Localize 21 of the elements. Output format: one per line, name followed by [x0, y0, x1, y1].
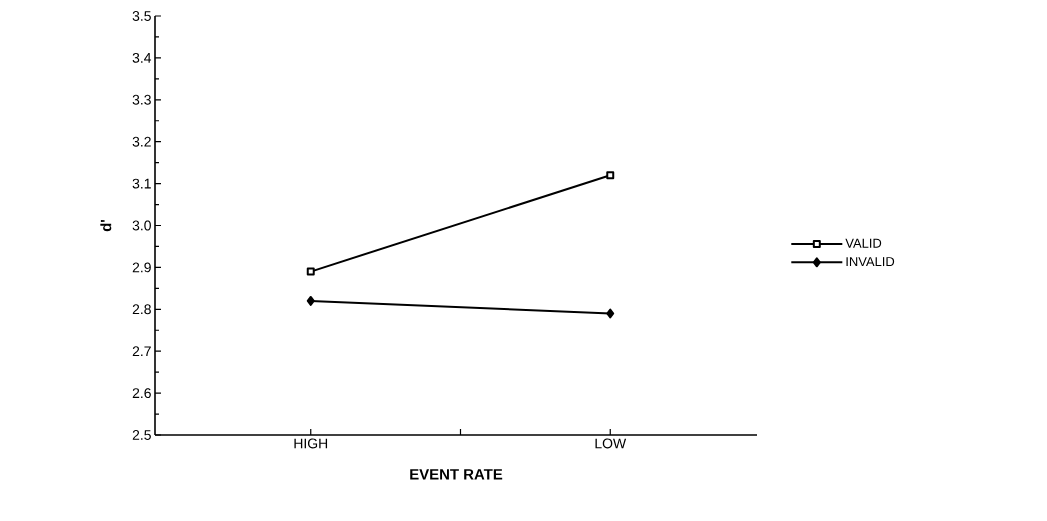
legend-label: VALID — [845, 238, 882, 248]
y-tick-label: 3.0 — [132, 220, 151, 231]
y-tick-label: 3.3 — [132, 94, 151, 105]
point — [306, 267, 315, 276]
y-tick-label: 3.4 — [132, 52, 152, 63]
y-tick-label: 3.2 — [132, 136, 151, 147]
y-tick-label: 2.5 — [132, 430, 151, 440]
x-tick-label: HIGH — [294, 438, 328, 449]
point — [606, 171, 615, 180]
y-tick-label: 3.1 — [132, 178, 151, 189]
point — [606, 308, 615, 319]
x-axis-title: EVENT RATE — [410, 469, 503, 480]
y-axis-title: d' — [100, 219, 112, 232]
y-tick-label: 2.9 — [132, 262, 151, 273]
y-tick-label: 2.6 — [132, 388, 151, 399]
x-tick-label: LOW — [595, 438, 627, 449]
y-tick-label: 2.7 — [132, 346, 151, 357]
legend-label: INVALID — [846, 257, 895, 267]
y-tick-label: 2.8 — [132, 304, 151, 315]
y-tick-label: 3.5 — [132, 11, 151, 21]
point — [306, 295, 315, 306]
